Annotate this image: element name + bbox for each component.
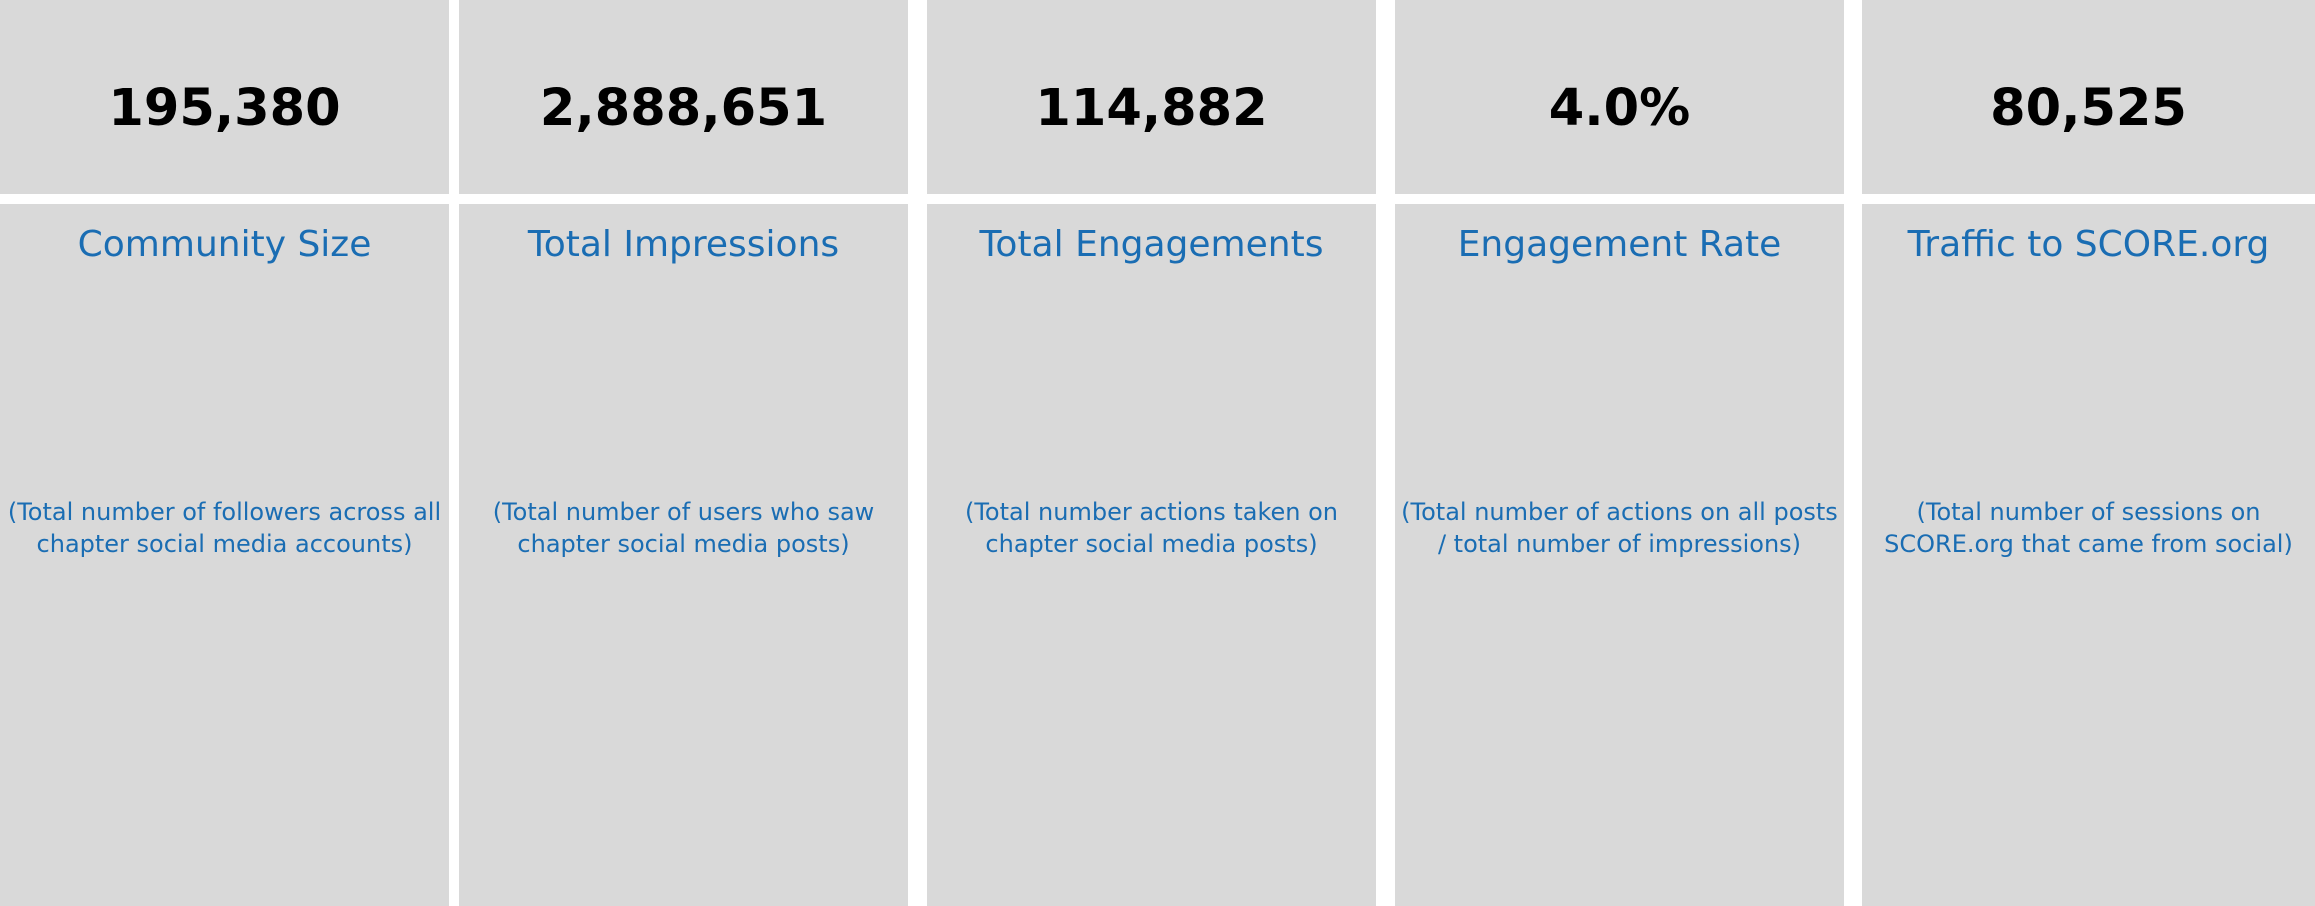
metric-label: Traffic to SCORE.org — [1907, 224, 2270, 265]
metric-label: Engagement Rate — [1457, 224, 1782, 265]
metric-info-panel: Engagement Rate (Total number of actions… — [1395, 204, 1844, 906]
metric-value: 195,380 — [108, 78, 341, 138]
metric-info-panel: Community Size (Total number of follower… — [0, 204, 449, 906]
metric-total-engagements: 114,882 Total Engagements (Total number … — [927, 0, 1376, 906]
metric-label: Community Size — [77, 224, 372, 265]
metric-label: Total Engagements — [979, 224, 1324, 265]
metric-info-panel: Total Engagements (Total number actions … — [927, 204, 1376, 906]
metric-community-size: 195,380 Community Size (Total number of … — [0, 0, 449, 906]
metric-value: 4.0% — [1548, 78, 1691, 138]
metric-value: 2,888,651 — [539, 78, 828, 138]
metric-traffic-to-score: 80,525 Traffic to SCORE.org (Total numbe… — [1862, 0, 2315, 906]
metric-description: (Total number of followers across all ch… — [7, 498, 442, 558]
metric-info-panel: Traffic to SCORE.org (Total number of se… — [1862, 204, 2315, 906]
metric-total-impressions: 2,888,651 Total Impressions (Total numbe… — [459, 0, 908, 906]
metric-value-panel: 2,888,651 — [459, 0, 908, 194]
metric-description: (Total number of users who saw chapter s… — [492, 498, 875, 558]
metric-engagement-rate: 4.0% Engagement Rate (Total number of ac… — [1395, 0, 1844, 906]
metric-value-panel: 195,380 — [0, 0, 449, 194]
metric-value-panel: 114,882 — [927, 0, 1376, 194]
metric-value-panel: 80,525 — [1862, 0, 2315, 194]
metric-description: (Total number actions taken on chapter s… — [964, 498, 1338, 558]
metric-value: 80,525 — [1990, 78, 2187, 138]
metric-value: 114,882 — [1035, 78, 1268, 138]
metric-description: (Total number of actions on all posts / … — [1401, 498, 1838, 558]
metric-label: Total Impressions — [527, 224, 840, 265]
metric-value-panel: 4.0% — [1395, 0, 1844, 194]
metric-description: (Total number of sessions on SCORE.org t… — [1884, 498, 2293, 558]
metric-info-panel: Total Impressions (Total number of users… — [459, 204, 908, 906]
